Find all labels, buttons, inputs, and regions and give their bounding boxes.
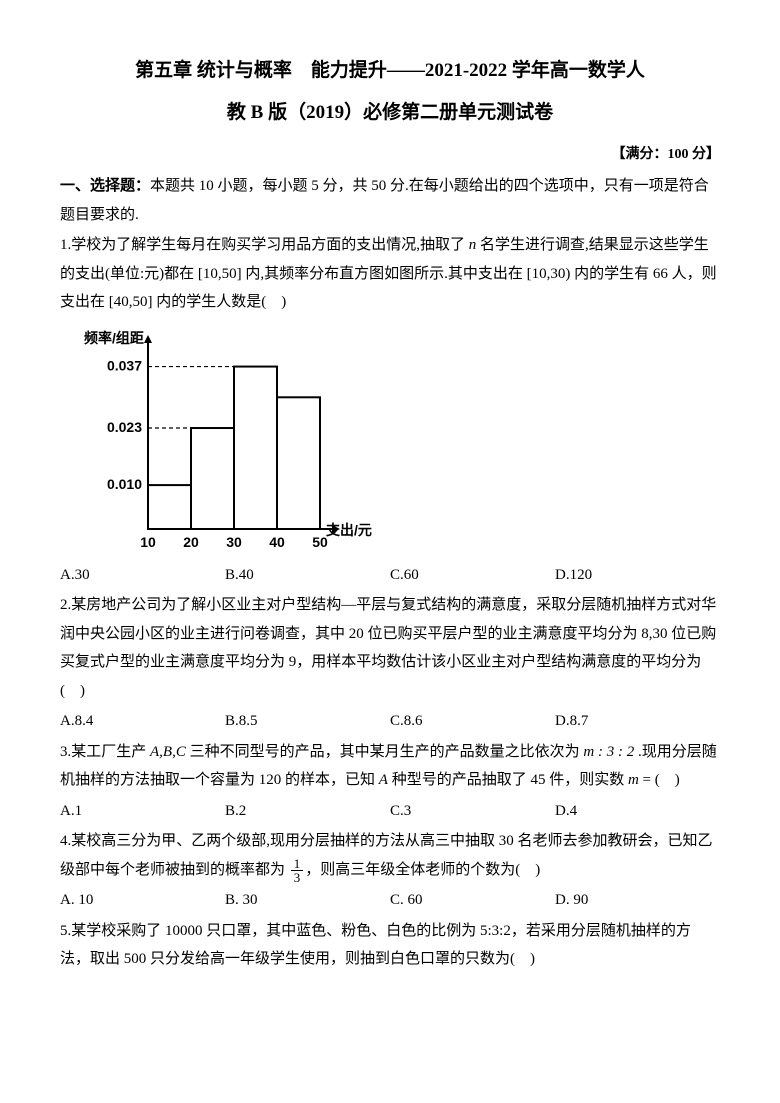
svg-text:0.023: 0.023 bbox=[107, 419, 142, 435]
q4-opt-d: D. 90 bbox=[555, 886, 720, 915]
title-line-1: 第五章 统计与概率 能力提升——2021-2022 学年高一数学人 bbox=[60, 50, 720, 92]
fraction: 13 bbox=[291, 857, 304, 884]
title-line-2: 教 B 版（2019）必修第二册单元测试卷 bbox=[60, 92, 720, 134]
svg-text:0.010: 0.010 bbox=[107, 476, 142, 492]
svg-text:10: 10 bbox=[140, 534, 156, 550]
svg-text:0.037: 0.037 bbox=[107, 357, 142, 373]
q2-opt-d: D.8.7 bbox=[555, 707, 720, 736]
q4-opt-c: C. 60 bbox=[390, 886, 555, 915]
q4-opt-b: B. 30 bbox=[225, 886, 390, 915]
q1-options: A.30 B.40 C.60 D.120 bbox=[60, 561, 720, 590]
svg-text:频率/组距: 频率/组距 bbox=[84, 330, 144, 346]
full-score: 【满分：100 分】 bbox=[60, 142, 720, 169]
svg-text:30: 30 bbox=[226, 534, 242, 550]
question-2: 2.某房地产公司为了解小区业主对户型结构—平层与复式结构的满意度，采取分层随机抽… bbox=[60, 591, 720, 705]
svg-text:50: 50 bbox=[312, 534, 328, 550]
q3-opt-a: A.1 bbox=[60, 797, 225, 826]
section-1-rest: 本题共 10 小题，每小题 5 分，共 50 分.在每小题给出的四个选项中，只有… bbox=[60, 178, 709, 223]
question-3: 3.某工厂生产 A,B,C 三种不同型号的产品，其中某月生产的产品数量之比依次为… bbox=[60, 738, 720, 795]
q1-opt-d: D.120 bbox=[555, 561, 720, 590]
q3-opt-c: C.3 bbox=[390, 797, 555, 826]
q3-options: A.1 B.2 C.3 D.4 bbox=[60, 797, 720, 826]
q3-opt-d: D.4 bbox=[555, 797, 720, 826]
q1-opt-a: A.30 bbox=[60, 561, 225, 590]
q2-opt-b: B.8.5 bbox=[225, 707, 390, 736]
q4-opt-a: A. 10 bbox=[60, 886, 225, 915]
q2-opt-a: A.8.4 bbox=[60, 707, 225, 736]
histogram-chart: 频率/组距支出/元0.0370.0230.0101020304050 bbox=[80, 327, 720, 557]
svg-text:20: 20 bbox=[183, 534, 199, 550]
q4-options: A. 10 B. 30 C. 60 D. 90 bbox=[60, 886, 720, 915]
q2-options: A.8.4 B.8.5 C.8.6 D.8.7 bbox=[60, 707, 720, 736]
q1-opt-b: B.40 bbox=[225, 561, 390, 590]
svg-text:40: 40 bbox=[269, 534, 285, 550]
question-4: 4.某校高三分为甲、乙两个级部,现用分层抽样的方法从高三中抽取 30 名老师去参… bbox=[60, 827, 720, 884]
q3-opt-b: B.2 bbox=[225, 797, 390, 826]
question-5: 5.某学校采购了 10000 只口罩，其中蓝色、粉色、白色的比例为 5:3:2，… bbox=[60, 917, 720, 974]
q2-opt-c: C.8.6 bbox=[390, 707, 555, 736]
section-1-heading: 一、选择题：本题共 10 小题，每小题 5 分，共 50 分.在每小题给出的四个… bbox=[60, 172, 720, 229]
question-1: 1.学校为了解学生每月在购买学习用品方面的支出情况,抽取了 n 名学生进行调查,… bbox=[60, 231, 720, 317]
q1-opt-c: C.60 bbox=[390, 561, 555, 590]
section-1-bold: 一、选择题： bbox=[60, 178, 150, 194]
